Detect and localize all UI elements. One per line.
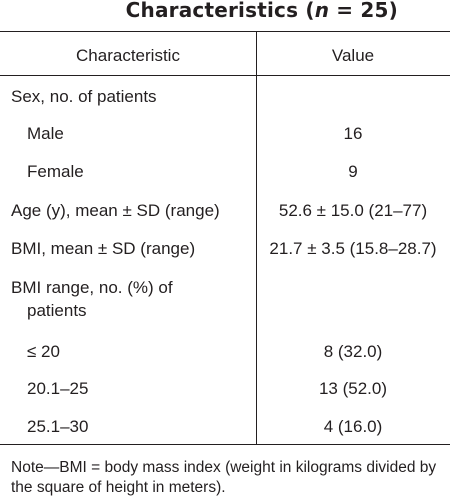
title-prefix: Characteristics ( [125, 0, 315, 22]
row-value-bmi: 21.7 ± 3.5 (15.8–28.7) [269, 239, 437, 258]
row-value-bmi-25-30: 4 (16.0) [323, 417, 383, 436]
row-value-bmi-20-25: 13 (52.0) [318, 379, 388, 398]
row-label-bmi-range-line1: BMI range, no. (%) of [11, 278, 173, 297]
row-value-age: 52.6 ± 15.0 (21–77) [278, 201, 428, 220]
row-label-bmi-le20: ≤ 20 [27, 342, 60, 361]
row-value-female: 9 [348, 162, 358, 181]
title-n-symbol: n [314, 0, 330, 22]
row-value-bmi-le20: 8 (32.0) [323, 342, 383, 361]
row-label-bmi-20-25: 20.1–25 [27, 379, 89, 398]
row-label-bmi: BMI, mean ± SD (range) [11, 239, 196, 258]
bottom-rule [0, 444, 450, 445]
header-characteristic: Characteristic [76, 46, 180, 65]
row-label-bmi-25-30: 25.1–30 [27, 417, 89, 436]
row-label-sex: Sex, no. of patients [11, 87, 157, 106]
table-footnote: Note—BMI = body mass index (weight in ki… [11, 459, 437, 496]
row-label-bmi-range-line2: patients [27, 301, 87, 320]
column-divider [256, 32, 257, 444]
title-suffix: = 25) [329, 0, 398, 22]
top-rule [0, 31, 450, 32]
row-value-male: 16 [343, 124, 363, 143]
row-label-male: Male [27, 124, 64, 143]
header-rule [0, 75, 450, 76]
table-title: Characteristics (n = 25) [0, 0, 450, 26]
row-label-age: Age (y), mean ± SD (range) [11, 201, 220, 220]
header-value: Value [331, 46, 375, 65]
row-label-female: Female [27, 162, 84, 181]
